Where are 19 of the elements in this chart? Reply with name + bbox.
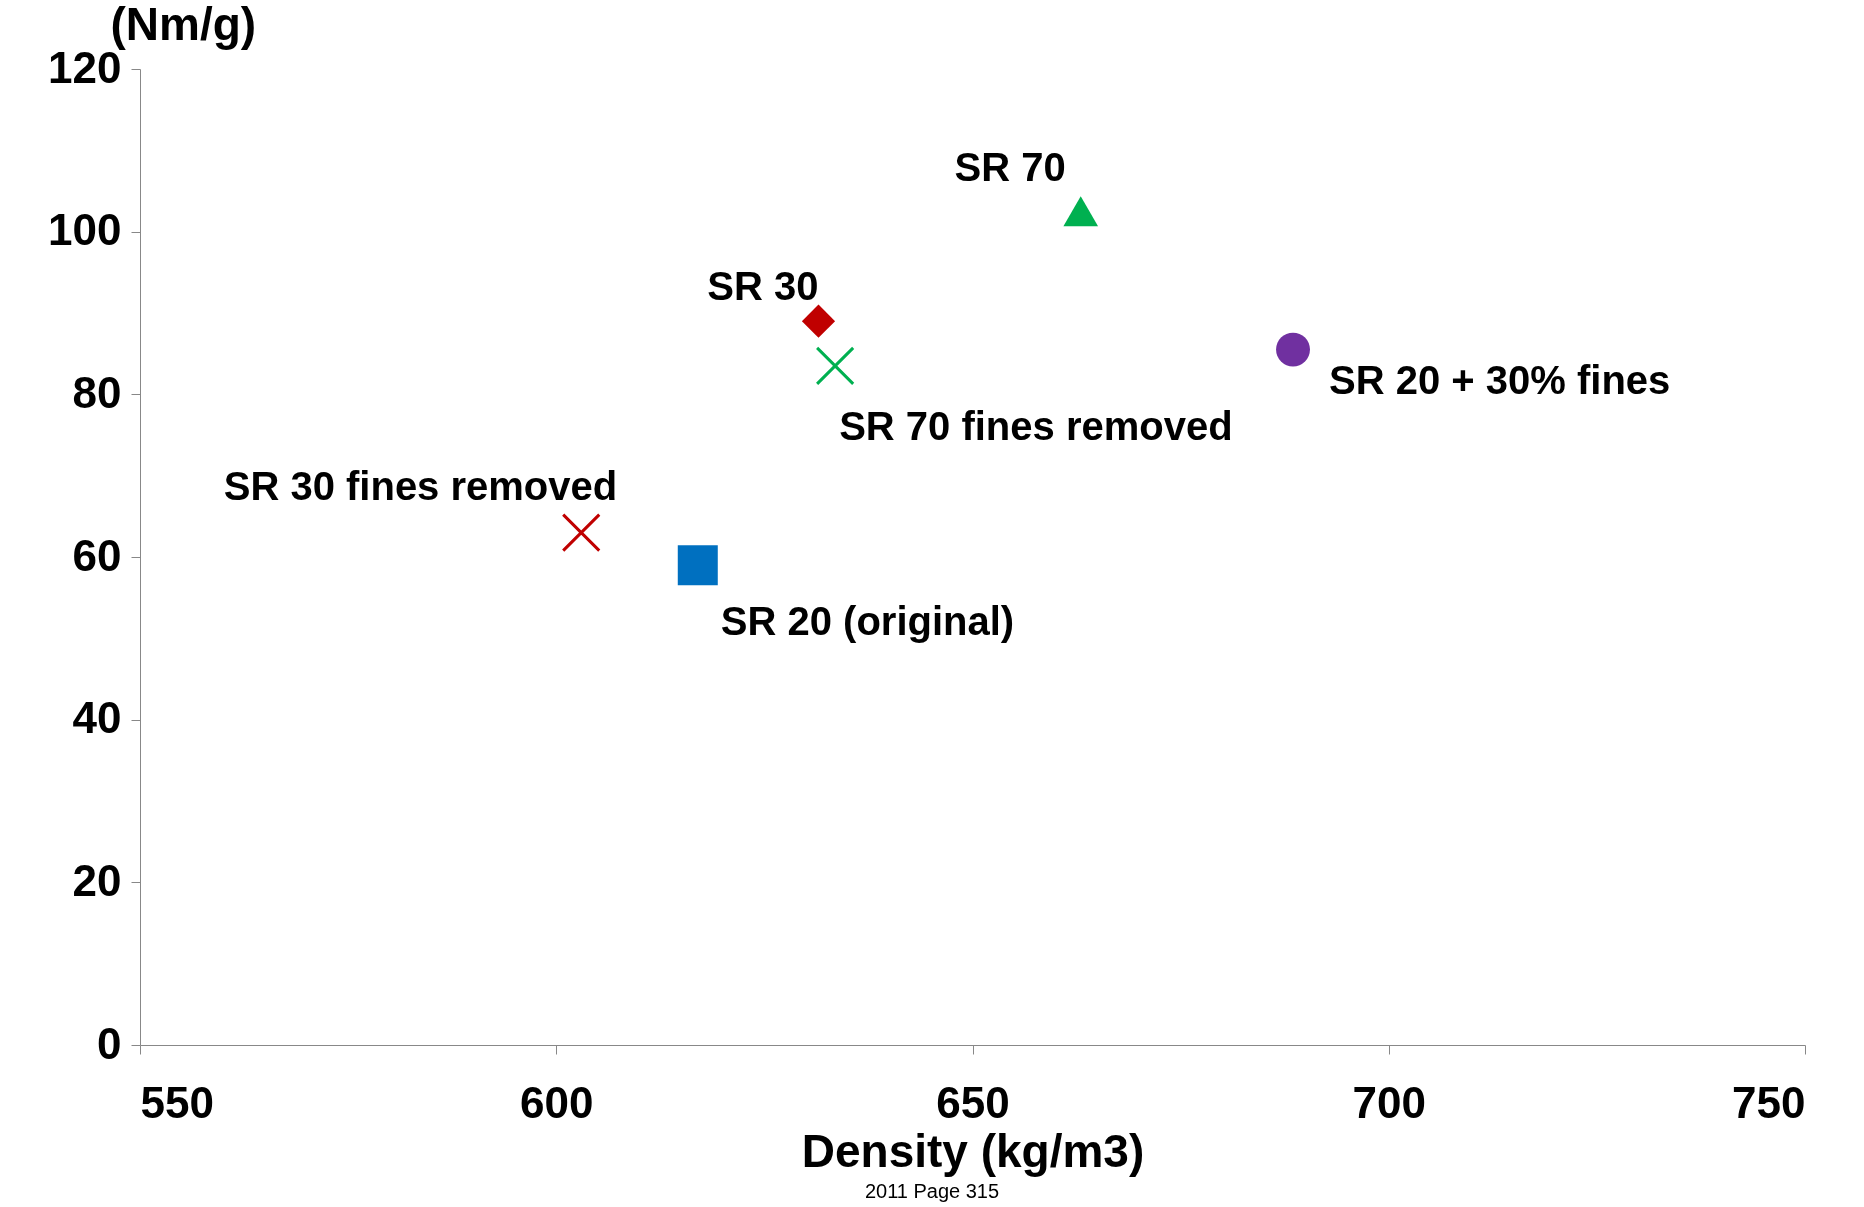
- series-label: SR 30 fines removed: [223, 463, 618, 508]
- y-tick-label: 80: [72, 367, 122, 417]
- y-tick-label: 100: [48, 205, 122, 255]
- x-tick-label: 600: [520, 1077, 594, 1127]
- x-axis-title: Density (kg/m3): [801, 1124, 1145, 1177]
- x-tick-label: 750: [1732, 1077, 1806, 1127]
- y-tick-label: 0: [97, 1018, 122, 1068]
- series-label: SR 70 fines removed: [839, 403, 1233, 448]
- x-tick-label: 550: [140, 1077, 214, 1127]
- text: 2011 Page 315: [863, 1180, 1001, 1203]
- x-tick-label: 650: [936, 1077, 1010, 1127]
- x-tick-label: 700: [1352, 1077, 1426, 1127]
- series-label: SR 30: [707, 264, 819, 309]
- y-tick-label: 20: [72, 855, 122, 905]
- series-label: SR 20 + 30% fines: [1329, 357, 1671, 402]
- series-label: SR 70: [954, 145, 1066, 190]
- y-tick-label: 40: [72, 693, 122, 743]
- y-tick-label: 60: [72, 530, 122, 580]
- series-label: SR 20 (original): [720, 599, 1015, 644]
